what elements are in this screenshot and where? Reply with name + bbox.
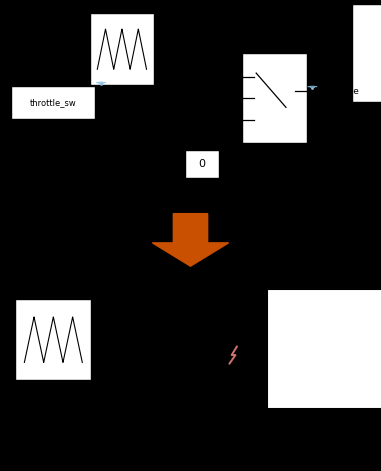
Text: Throttle Angle
Fault Switch: Throttle Angle Fault Switch [24, 129, 83, 148]
Text: Throttle
Command: Throttle Command [99, 99, 145, 119]
Bar [11, 86, 95, 119]
Bar [242, 53, 307, 144]
Bar [352, 4, 381, 103]
Text: throttle: throttle [191, 378, 224, 387]
Text: Throttle_Angle_Selector: Throttle_Angle_Selector [224, 156, 325, 165]
Bar [90, 13, 154, 85]
Text: 0: 0 [199, 159, 205, 169]
Text: throttle: throttle [326, 87, 360, 96]
Text: throttle_sw: throttle_sw [30, 98, 77, 107]
FancyArrow shape [152, 214, 229, 266]
Bar [15, 299, 91, 380]
Bar [267, 290, 381, 409]
Text: Throttle
Command: Throttle Command [30, 398, 77, 417]
Bar [185, 150, 219, 178]
